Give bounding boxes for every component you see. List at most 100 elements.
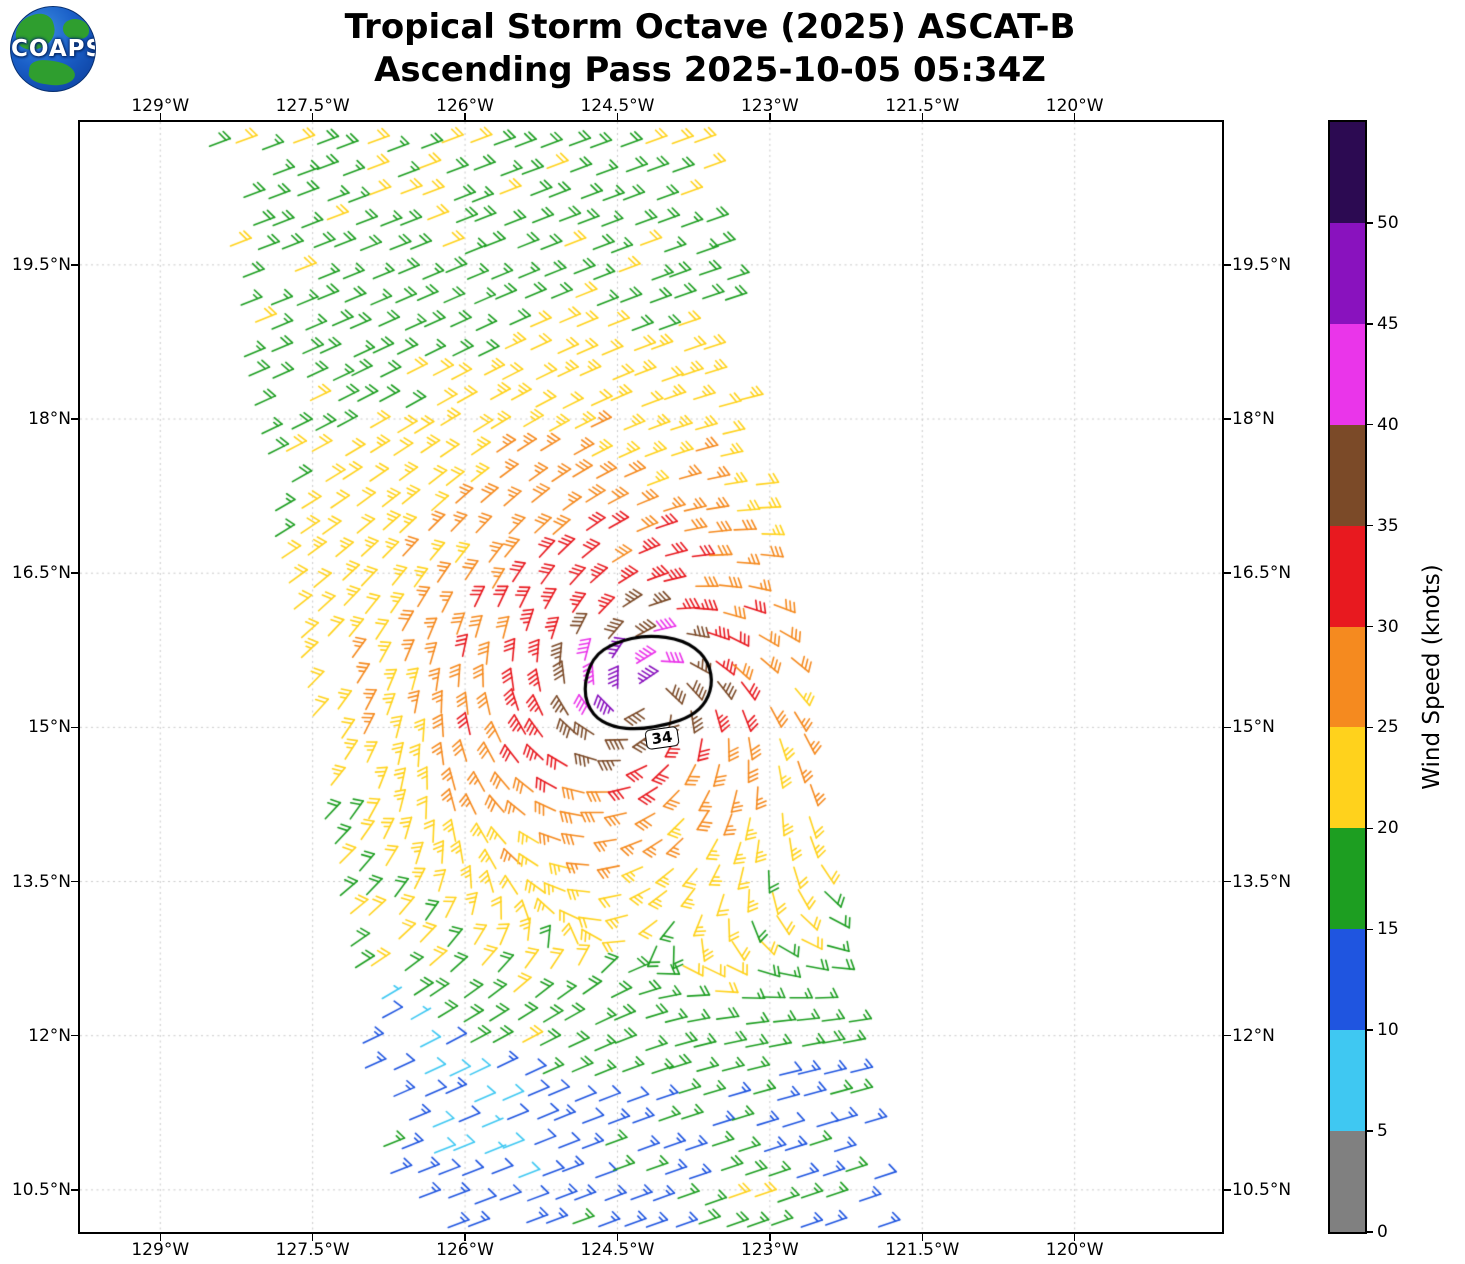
lat-tick-label-left: 10.5°N: [11, 1179, 71, 1200]
colorbar-tick-label: 45: [1377, 313, 1399, 334]
colorbar-segment: [1330, 626, 1365, 728]
colorbar-tick-label: 10: [1377, 1020, 1399, 1041]
colorbar-segment: [1330, 828, 1365, 930]
axis-tick: [71, 572, 78, 574]
colorbar-segment: [1330, 1131, 1365, 1232]
axis-tick: [464, 113, 466, 120]
colorbar-tick: [1367, 928, 1373, 931]
lon-tick-label-top: 127.5°W: [275, 96, 350, 116]
axis-tick: [71, 880, 78, 883]
axis-tick: [1224, 264, 1231, 266]
colorbar-tick-label: 0: [1377, 1222, 1388, 1242]
lat-tick-label-right: 12°N: [1232, 1025, 1275, 1046]
colorbar-tick: [1367, 1029, 1373, 1031]
lon-tick-label-top: 121.5°W: [885, 96, 960, 116]
colorbar-tick-label: 25: [1377, 717, 1399, 738]
wind-barb-field: [80, 122, 1222, 1232]
lon-tick-label-bottom: 121.5°W: [885, 1240, 960, 1260]
logo-land-shape: [63, 19, 89, 39]
axis-tick: [71, 418, 78, 420]
title-line-2: Ascending Pass 2025-10-05 05:34Z: [374, 50, 1046, 90]
axis-tick: [616, 1234, 619, 1241]
lon-tick-label-bottom: 123°W: [740, 1240, 799, 1260]
axis-tick: [1224, 572, 1231, 574]
axis-tick: [71, 726, 78, 729]
colorbar-tick: [1367, 222, 1373, 224]
axis-tick: [769, 113, 771, 120]
figure-title: Tropical Storm Octave (2025) ASCAT-B Asc…: [0, 6, 1420, 92]
axis-tick: [616, 113, 619, 120]
plot-area: 34: [78, 120, 1224, 1234]
colorbar-tick: [1367, 726, 1373, 729]
coaps-logo: COAPS: [10, 6, 96, 92]
lat-tick-label-left: 15°N: [28, 717, 71, 738]
lat-tick-label-right: 19.5°N: [1232, 254, 1292, 275]
axis-tick: [1224, 1034, 1231, 1037]
colorbar-tick: [1367, 1231, 1373, 1233]
lon-tick-label-top: 120°W: [1045, 96, 1104, 116]
colorbar-segment: [1330, 122, 1365, 223]
colorbar-segment: [1330, 424, 1365, 526]
lat-tick-label-right: 13.5°N: [1232, 871, 1292, 892]
colorbar: [1328, 120, 1367, 1234]
lat-tick-label-left: 13.5°N: [11, 871, 71, 892]
colorbar-tick: [1367, 323, 1373, 325]
lon-tick-label-top: 126°W: [436, 96, 494, 116]
axis-tick: [71, 1034, 78, 1037]
colorbar-tick-label: 30: [1377, 616, 1399, 637]
colorbar-tick-label: 35: [1377, 515, 1399, 536]
colorbar-segment: [1330, 1030, 1365, 1132]
axis-tick: [1073, 113, 1076, 120]
axis-tick: [1224, 1189, 1231, 1191]
colorbar-axis-label: Wind Speed (knots): [1419, 564, 1445, 790]
contour-label-34kt: 34: [644, 725, 680, 750]
axis-tick: [1073, 1234, 1076, 1241]
axis-tick: [921, 113, 924, 120]
lon-tick-label-top: 123°W: [740, 96, 799, 116]
lon-tick-label-top: 124.5°W: [580, 96, 655, 116]
colorbar-tick-label: 5: [1377, 1121, 1388, 1142]
lat-tick-label-right: 18°N: [1232, 409, 1275, 430]
axis-tick: [311, 113, 314, 120]
colorbar-tick-label: 50: [1377, 212, 1399, 233]
logo-text: COAPS: [11, 36, 96, 62]
colorbar-segment: [1330, 929, 1365, 1031]
colorbar-tick: [1367, 1130, 1373, 1132]
axis-tick: [71, 1189, 78, 1191]
axis-tick: [311, 1234, 314, 1241]
axis-tick: [1224, 880, 1231, 883]
lat-tick-label-right: 15°N: [1232, 717, 1275, 738]
colorbar-tick: [1367, 423, 1373, 426]
lon-tick-label-bottom: 129°W: [131, 1240, 190, 1260]
lon-tick-label-bottom: 124.5°W: [580, 1240, 655, 1260]
colorbar-segment: [1330, 222, 1365, 324]
lon-tick-label-top: 129°W: [131, 96, 190, 116]
colorbar-tick: [1367, 625, 1373, 628]
axis-tick: [464, 1234, 466, 1241]
axis-tick: [921, 1234, 924, 1241]
lon-tick-label-bottom: 127.5°W: [275, 1240, 350, 1260]
lat-tick-label-right: 16.5°N: [1232, 563, 1292, 584]
axis-tick: [1224, 726, 1231, 729]
axis-tick: [1224, 418, 1231, 420]
colorbar-segment: [1330, 727, 1365, 829]
lat-tick-label-left: 18°N: [28, 409, 71, 430]
lat-tick-label-right: 10.5°N: [1232, 1179, 1292, 1200]
colorbar-tick: [1367, 827, 1373, 830]
axis-tick: [71, 264, 78, 266]
axis-tick: [159, 113, 161, 120]
colorbar-tick-label: 15: [1377, 919, 1399, 940]
colorbar-segment: [1330, 525, 1365, 627]
lon-tick-label-bottom: 120°W: [1045, 1240, 1104, 1260]
colorbar-tick: [1367, 524, 1373, 527]
colorbar-segment: [1330, 323, 1365, 425]
lat-tick-label-left: 16.5°N: [11, 563, 71, 584]
title-line-1: Tropical Storm Octave (2025) ASCAT-B: [344, 7, 1076, 47]
lon-tick-label-bottom: 126°W: [436, 1240, 494, 1260]
lat-tick-label-left: 19.5°N: [11, 254, 71, 275]
colorbar-tick-label: 20: [1377, 818, 1399, 839]
lat-tick-label-left: 12°N: [28, 1025, 71, 1046]
colorbar-tick-label: 40: [1377, 414, 1399, 435]
axis-tick: [159, 1234, 161, 1241]
